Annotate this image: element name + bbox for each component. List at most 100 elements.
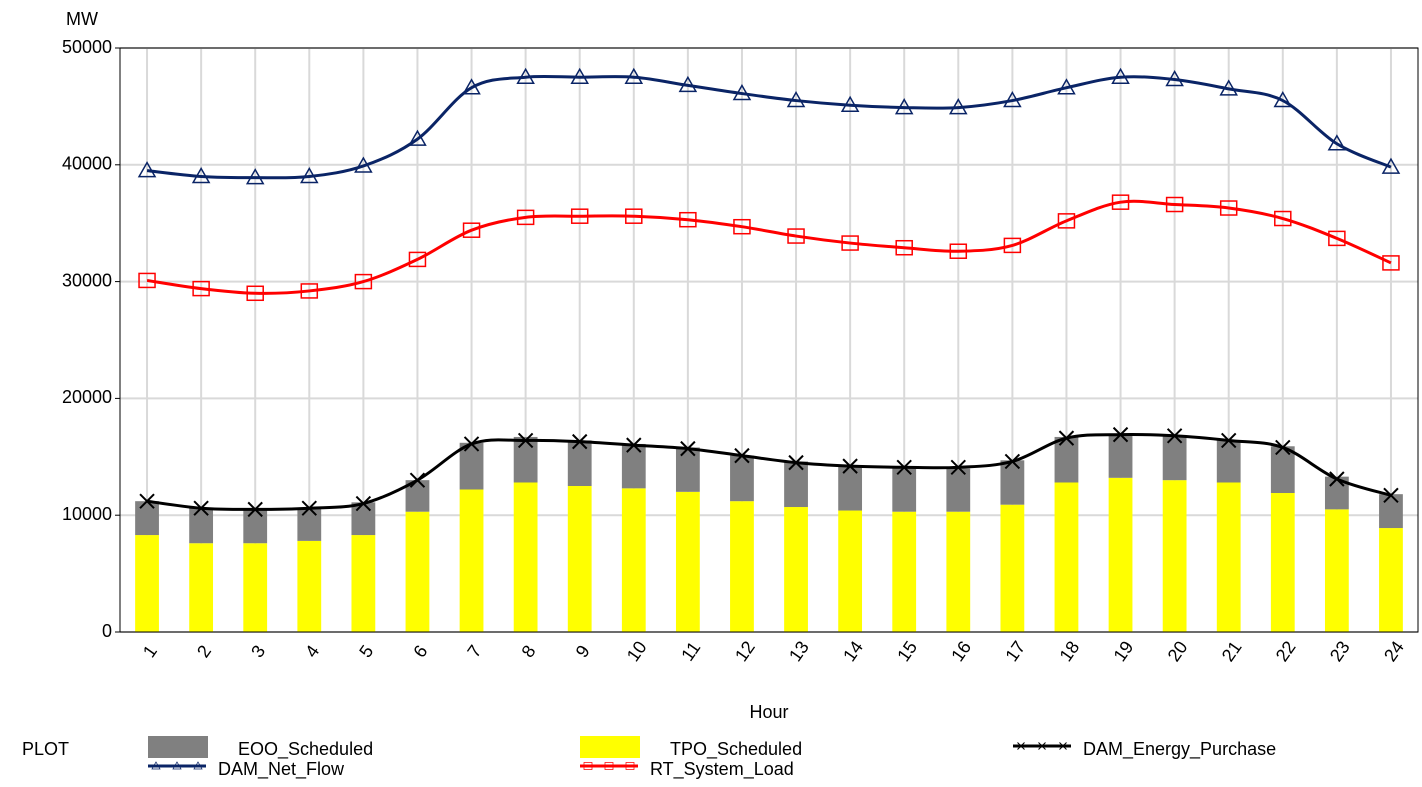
bar [567,440,592,486]
bar [1216,482,1241,632]
bar [297,540,322,632]
bar [135,501,159,536]
marker [786,91,806,108]
x-tick-label: 18 [1055,637,1083,665]
marker [1273,91,1293,108]
marker [1057,78,1076,95]
marker [408,251,427,268]
x-tick-label: 7 [463,641,485,661]
marker [1004,453,1021,470]
marker [299,166,319,184]
x-axis-label: Hour [749,702,788,722]
marker [354,156,373,173]
marker [841,235,859,251]
bar [297,508,322,541]
marker [354,273,373,290]
marker [1166,428,1183,444]
x-tick-label: 6 [409,641,431,661]
marker [895,239,913,256]
marker [570,208,589,224]
x-tick-label: 9 [572,641,594,661]
bar [675,447,700,492]
marker [1275,439,1291,456]
y-tick-label: 40000 [62,154,112,174]
marker [679,211,697,228]
bar [621,488,646,632]
x-tick-label: 20 [1164,637,1192,665]
legend-label: RT_System_Load [650,759,794,780]
marker [1111,194,1130,210]
bar [351,502,376,536]
bar [459,489,484,632]
marker [948,98,968,115]
marker [570,67,590,84]
marker [1059,742,1067,750]
marker [787,228,805,244]
x-tick-label: 22 [1272,637,1300,665]
marker [624,67,644,84]
bar [243,508,268,544]
bar [1270,446,1295,494]
line [146,199,1392,295]
bar [513,436,538,483]
x-tick-label: 16 [947,637,975,665]
x-tick-label: 4 [301,641,323,661]
x-tick-label: 15 [893,637,921,665]
bar [135,535,159,632]
marker [788,454,804,471]
y-tick-label: 30000 [62,270,112,290]
bar [784,461,808,508]
marker [517,432,534,449]
x-tick-label: 14 [839,637,867,665]
bar [189,543,214,632]
y-tick-label: 20000 [62,387,112,407]
bar [1000,460,1025,505]
marker [732,84,752,101]
marker [1017,742,1025,750]
marker [246,285,264,302]
y-axis-label: MW [66,9,98,29]
marker [247,501,263,518]
bar [1270,493,1295,632]
legend-item: DAM_Net_Flow [148,759,345,780]
marker [1328,230,1346,247]
legend-label: TPO_Scheduled [670,739,802,760]
bar [1108,433,1133,478]
legend-item: DAM_Energy_Purchase [1013,739,1276,760]
legend-label: EOO_Scheduled [238,739,373,760]
marker [409,472,426,488]
marker [355,495,372,512]
marker [1003,91,1022,108]
marker [583,762,593,770]
legend-item: RT_System_Load [580,759,794,780]
x-tick-label: 2 [193,641,215,661]
marker [1112,426,1129,443]
x-tick-label: 17 [1001,637,1029,665]
legend-swatch [148,736,208,758]
marker [1381,157,1401,174]
marker [1219,79,1239,96]
marker [139,493,155,509]
bar [1054,482,1079,632]
marker [840,95,860,112]
bar [189,508,214,544]
marker [463,436,480,452]
marker [137,161,157,178]
marker [733,218,751,235]
bar [784,507,808,632]
bar [243,543,268,632]
marker [1382,255,1400,271]
marker [462,78,481,95]
marker [625,762,635,770]
bar [1379,494,1403,529]
marker [408,129,427,146]
x-tick-label: 11 [677,638,704,665]
bar [946,511,971,632]
x-tick-label: 21 [1218,637,1246,665]
marker [1165,70,1184,87]
legend-item: EOO_Scheduled [148,736,373,760]
marker [1383,487,1399,504]
legend-label: DAM_Net_Flow [218,759,345,780]
bar [621,443,646,489]
bar [1162,480,1187,632]
